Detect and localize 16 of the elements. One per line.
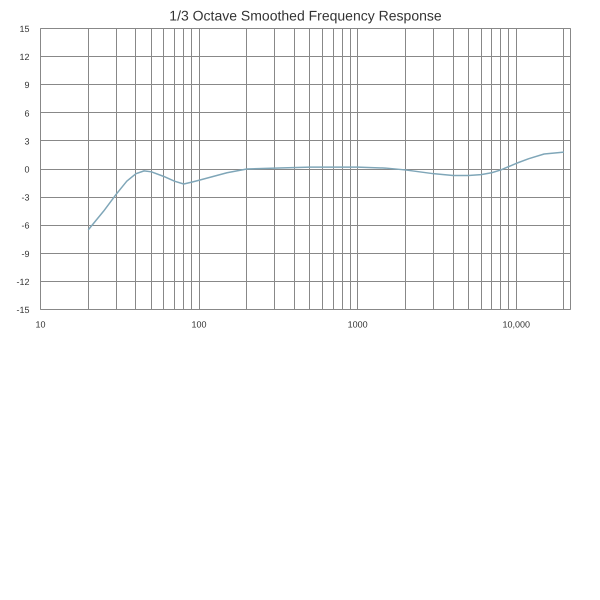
x-tick-label: 10 [35,320,46,330]
y-tick-label: 12 [19,52,30,62]
chart-title: 1/3 Octave Smoothed Frequency Response [169,8,442,24]
x-tick-label: 1000 [348,320,368,330]
y-tick-label: 15 [19,24,30,34]
y-tick-label: -15 [16,305,30,315]
y-tick-label: -12 [16,276,30,287]
x-tick-label: 10,000 [502,320,530,330]
y-tick-label: 9 [24,80,30,90]
y-tick-label: -9 [22,248,30,259]
y-tick-label: -3 [22,192,30,203]
y-tick-label: 6 [24,108,30,118]
y-tick-label: -6 [22,220,30,231]
y-tick-label: 0 [24,164,30,174]
y-tick-label: 3 [24,136,30,146]
x-tick-label: 100 [192,320,207,330]
